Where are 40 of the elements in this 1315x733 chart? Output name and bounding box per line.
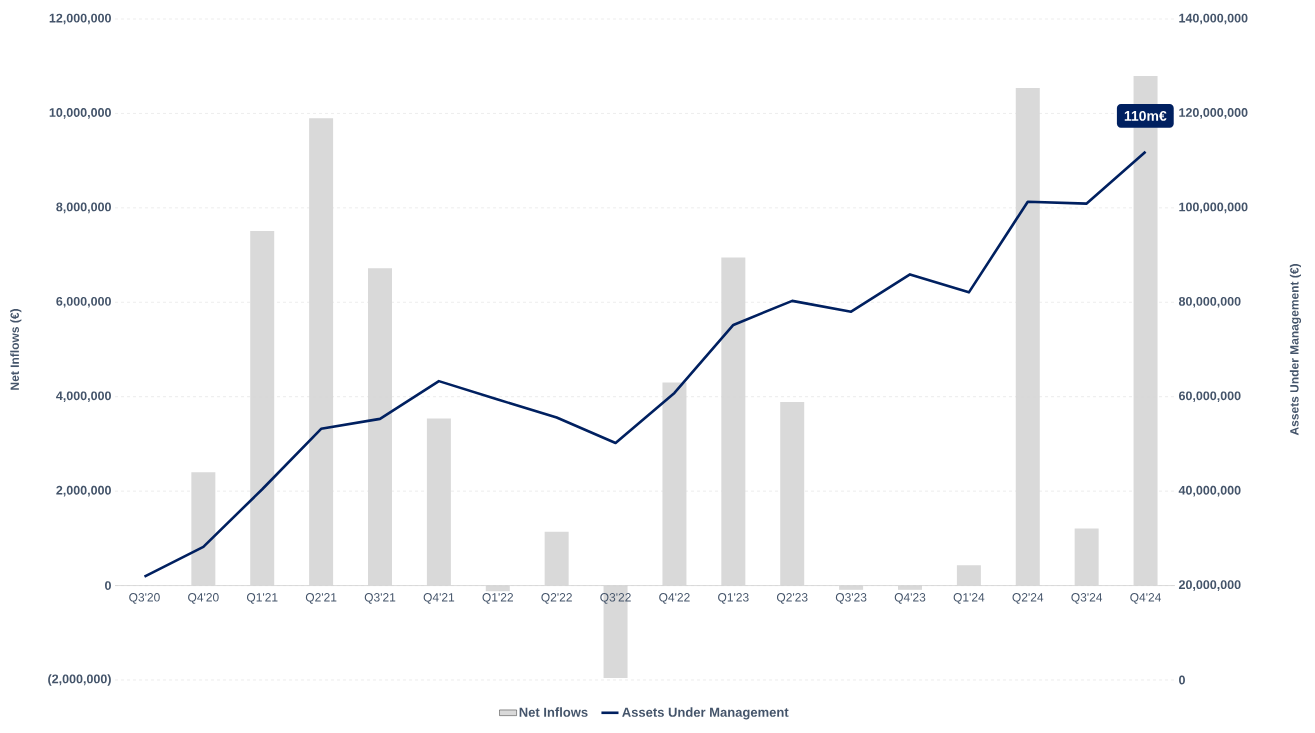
x-tick-label: Q4'21: [423, 593, 455, 604]
x-tick-label: Q2'23: [776, 593, 808, 604]
y2-tick-label: 20,000,000: [1178, 580, 1241, 591]
x-tick-label: Q3'21: [364, 593, 396, 604]
y2-axis-title: Assets Under Management (€): [1289, 264, 1302, 436]
x-tick-label: Q4'20: [188, 593, 219, 604]
x-tick-label: Q1'24: [953, 593, 985, 604]
y-axis-title: Net Inflows (€): [10, 309, 22, 390]
y-tick-label: 10,000,000: [49, 108, 111, 119]
annotation: 110m€: [1124, 110, 1167, 121]
x-tick-label: Q2'21: [305, 593, 337, 604]
x-tick-label: Q3'23: [835, 593, 867, 604]
y-tick-label: (2,000,000): [48, 674, 111, 686]
x-tick-label: Q4'24: [1130, 593, 1162, 604]
y-tick-label: 4,000,000: [56, 391, 111, 403]
x-tick-label: Q3'20: [129, 593, 160, 604]
x-tick-label: Q1'21: [246, 593, 278, 604]
x-tick-label: Q3'24: [1071, 593, 1103, 604]
y2-tick-label: 60,000,000: [1178, 391, 1241, 403]
y-tick-label: 2,000,000: [56, 485, 111, 497]
legend-label: Net Inflows: [519, 707, 588, 717]
x-tick-label: Q1'23: [718, 593, 749, 604]
y-tick-label: 0: [105, 581, 111, 590]
x-tick-label: Q4'22: [659, 593, 690, 604]
x-tick-label: Q4'23: [894, 593, 926, 604]
y2-tick-label: 80,000,000: [1178, 296, 1241, 308]
y2-tick-label: 100,000,000: [1179, 202, 1248, 214]
y2-tick-label: 120,000,000: [1179, 108, 1248, 119]
y2-tick-label: 0: [1179, 675, 1185, 685]
y2-tick-label: 40,000,000: [1178, 485, 1241, 497]
x-tick-label: Q2'24: [1012, 593, 1044, 604]
x-tick-label: Q3'22: [600, 593, 631, 604]
x-tick-label: Q1'22: [482, 593, 513, 604]
x-tick-label: Q2'22: [541, 593, 572, 604]
line-series: [143, 150, 1147, 578]
y2-tick-label: 140,000,000: [1179, 13, 1248, 25]
y-tick-label: 6,000,000: [56, 296, 111, 308]
legend-label: Assets Under Management: [622, 707, 789, 720]
y-tick-label: 8,000,000: [56, 202, 111, 214]
y-tick-label: 12,000,000: [49, 13, 111, 25]
